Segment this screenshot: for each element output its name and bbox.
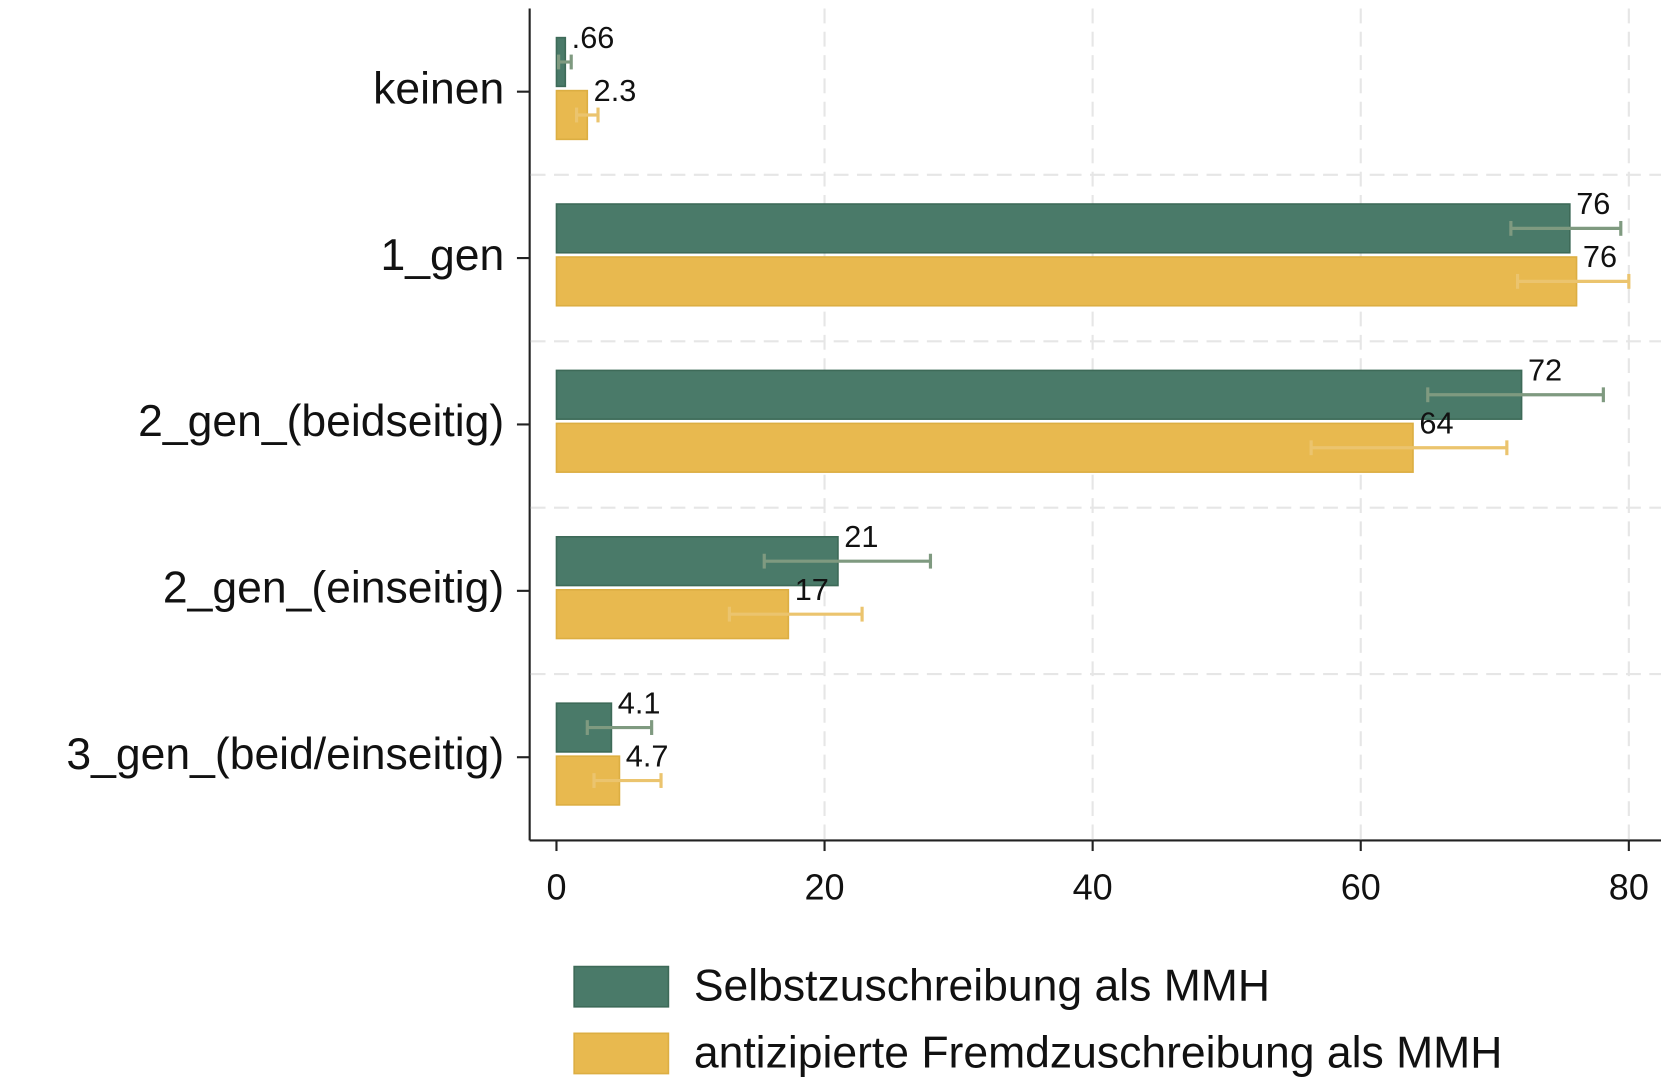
y-tick-label: keinen — [373, 64, 504, 113]
error-bar — [762, 553, 933, 569]
bar — [555, 369, 1523, 420]
x-tick-label: 20 — [805, 867, 845, 908]
value-label: 72 — [1528, 353, 1562, 388]
error-bar — [727, 606, 864, 622]
x-tick-label: 80 — [1609, 867, 1649, 908]
value-label: 21 — [844, 519, 878, 554]
error-bar — [557, 54, 573, 70]
value-label: 4.7 — [626, 738, 669, 773]
error-bar — [1509, 220, 1623, 236]
y-tick-label: 2_gen_(einseitig) — [163, 564, 504, 613]
bar — [555, 422, 1414, 473]
error-bar — [592, 773, 663, 788]
value-label: 64 — [1419, 406, 1453, 441]
x-tick-label: 40 — [1073, 867, 1113, 908]
x-tick-label: 60 — [1341, 867, 1381, 908]
value-label: .66 — [572, 20, 615, 55]
x-tick-label: 0 — [546, 867, 566, 908]
error-bar — [1426, 387, 1605, 403]
bar — [555, 256, 1578, 307]
y-tick-label: 1_gen — [381, 231, 505, 280]
error-bar — [1515, 273, 1631, 289]
value-label: 4.1 — [618, 685, 661, 720]
y-tick-label: 3_gen_(beid/einseitig) — [66, 730, 504, 779]
value-label: 76 — [1576, 186, 1610, 221]
error-bar — [574, 107, 600, 123]
legend-label: Selbstzuschreibung als MMH — [694, 962, 1270, 1011]
y-tick-label: 2_gen_(beidseitig) — [138, 397, 504, 446]
bar — [555, 203, 1571, 254]
legend-label: antizipierte Fremdzuschreibung als MMH — [694, 1028, 1503, 1077]
value-label: 76 — [1583, 239, 1617, 274]
error-bar — [1309, 440, 1509, 456]
value-label: 2.3 — [594, 73, 637, 108]
error-bar — [585, 720, 654, 735]
value-label: 17 — [795, 572, 829, 607]
bar — [555, 588, 790, 640]
legend-swatch — [573, 1032, 670, 1075]
legend-swatch — [573, 965, 670, 1008]
